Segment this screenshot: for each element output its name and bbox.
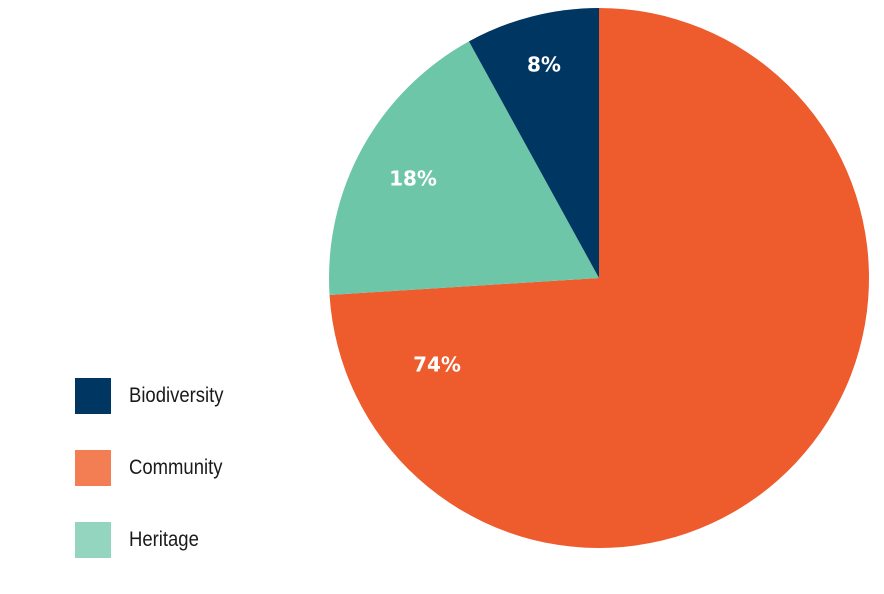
legend: Biodiversity Community Heritage <box>75 378 236 594</box>
legend-swatch-heritage <box>75 522 111 558</box>
legend-label-heritage: Heritage <box>129 528 199 551</box>
pie-slice-heritage <box>328 41 599 295</box>
slice-label-heritage: 18% <box>389 167 437 191</box>
legend-label-biodiversity: Biodiversity <box>129 384 224 407</box>
legend-swatch-biodiversity <box>75 378 111 414</box>
legend-item-biodiversity: Biodiversity <box>75 378 236 414</box>
legend-swatch-community <box>75 450 111 486</box>
pie-chart: 74% 18% 8% <box>328 8 869 548</box>
legend-label-community: Community <box>129 456 223 479</box>
pie-slice-biodiversity <box>468 8 599 278</box>
slice-label-biodiversity: 8% <box>527 53 561 77</box>
legend-item-community: Community <box>75 450 236 486</box>
slice-label-community: 74% <box>413 353 461 377</box>
legend-item-heritage: Heritage <box>75 522 236 558</box>
pie-slice-community <box>329 8 869 548</box>
